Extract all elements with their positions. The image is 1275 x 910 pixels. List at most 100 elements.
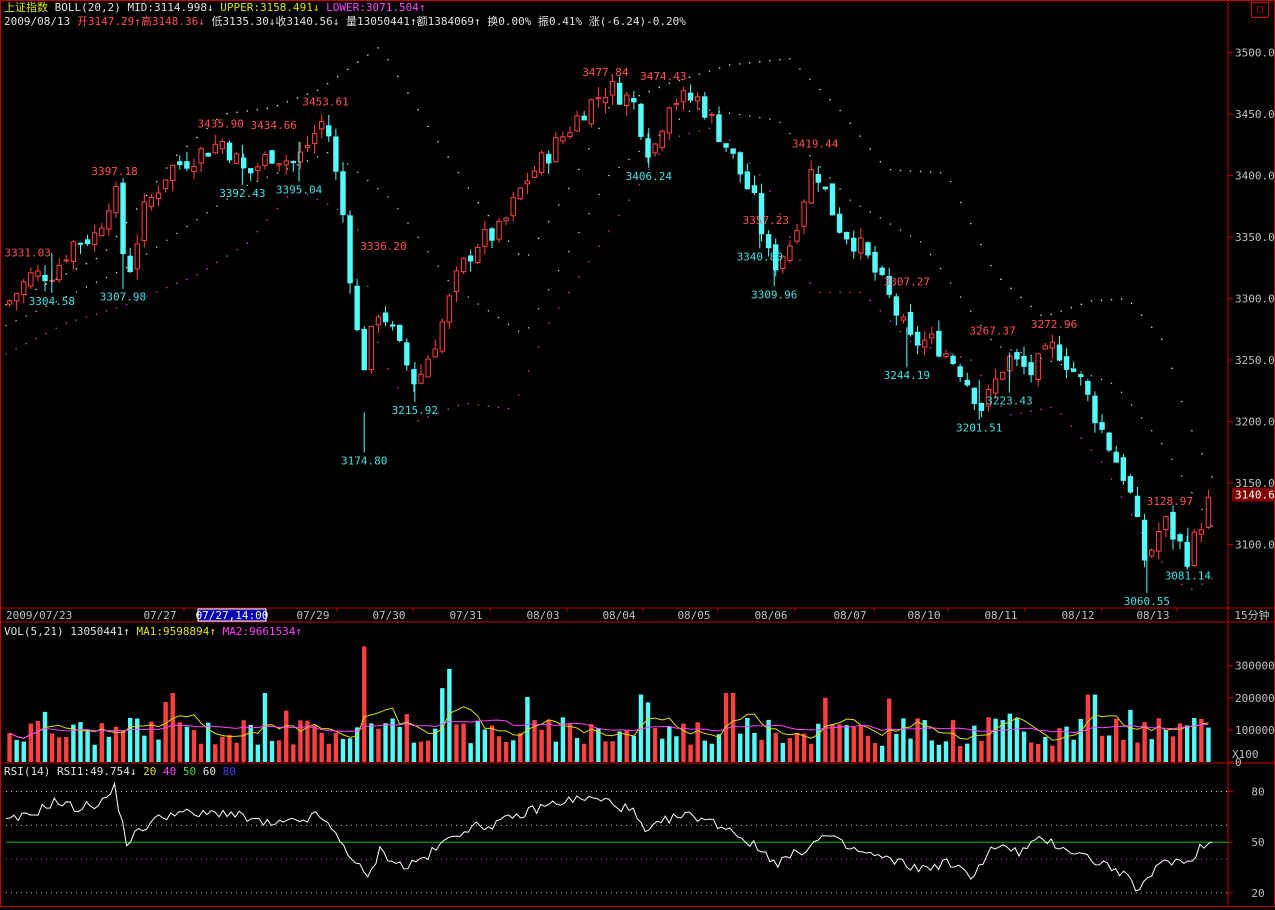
boll-upper-dot <box>85 262 88 265</box>
boll-label: BOLL(20,2) <box>54 1 121 14</box>
volume-bar-up <box>1199 718 1204 762</box>
candle-up <box>992 378 999 394</box>
boll-upper-dot <box>728 64 731 66</box>
boll-mid-dot <box>65 296 68 298</box>
volume-bar-down <box>993 718 998 762</box>
boll-upper-dot <box>336 75 339 78</box>
boll-lower-dot <box>819 291 821 294</box>
boll-mid-dot <box>608 174 610 177</box>
boll-lower-dot <box>527 370 530 372</box>
volume-bar-up <box>1028 742 1034 762</box>
annotation-low-label: 3309.96 <box>751 288 797 301</box>
annotation-high-label: 3435.90 <box>197 117 243 130</box>
volume-bar-down <box>14 739 19 762</box>
boll-mid: MID:3114.998↓ <box>127 1 214 14</box>
restore-window-button[interactable]: □ <box>1251 2 1269 18</box>
candle-down <box>1070 368 1077 372</box>
price-tick-label: 3250.00 <box>1235 354 1275 367</box>
boll-mid-dot <box>387 196 389 198</box>
boll-mid-dot <box>397 208 399 210</box>
annotation-low-label: 3244.19 <box>884 369 930 382</box>
time-axis-cursor-box[interactable] <box>197 608 267 622</box>
volume-bar-down <box>1128 709 1133 762</box>
boll-lower-dot <box>1030 410 1032 412</box>
boll-mid-dot <box>809 155 811 157</box>
boll-upper-dot <box>688 76 691 78</box>
boll-upper-dot <box>1090 300 1093 302</box>
candle-down <box>631 98 637 103</box>
boll-upper-dot <box>879 160 882 163</box>
boll-upper-dot <box>377 47 379 49</box>
candle-down <box>843 232 850 240</box>
boll-upper-dot <box>959 201 962 204</box>
candle-up <box>141 201 148 241</box>
boll-lower-dot <box>326 203 329 206</box>
volume-bar-up <box>915 718 920 762</box>
volume-bar-up <box>241 720 246 762</box>
volume-bar-up <box>503 741 509 762</box>
volume-bar-up <box>823 697 828 762</box>
boll-upper-dot <box>1020 296 1022 299</box>
boll-lower-dot <box>286 196 289 198</box>
candle-up <box>418 373 424 384</box>
boll-upper-dot <box>5 303 7 306</box>
volume-bar-down <box>42 711 48 762</box>
volume-bar-down <box>879 745 885 762</box>
candle-up <box>680 90 687 103</box>
volume-bar-up <box>376 728 381 762</box>
candle-up <box>808 169 814 204</box>
candle-up <box>106 210 112 230</box>
volume-bar-down <box>1192 718 1197 762</box>
boll-lower-dot <box>427 416 429 418</box>
period-label: 15分钟 <box>1234 608 1269 622</box>
volume-bar-up <box>1156 718 1161 762</box>
boll-mid-dot <box>226 198 228 200</box>
candle-up <box>446 295 453 323</box>
volume-bar-down <box>482 729 488 762</box>
candle-up <box>1156 531 1162 552</box>
volume-bar-down <box>617 731 622 762</box>
volume-bar-up <box>319 732 324 762</box>
volume-bar-up <box>220 736 225 762</box>
boll-upper-dot <box>608 107 610 109</box>
boll-lower-dot <box>648 168 650 171</box>
annotation-high-label: 3331.03 <box>5 246 51 259</box>
time-tick-label: 08/06 <box>754 609 787 622</box>
boll-mid-dot <box>367 179 369 182</box>
candle-up <box>560 136 566 142</box>
boll-mid-dot <box>1120 391 1123 394</box>
candle-down <box>248 168 254 174</box>
candle-up <box>780 255 786 270</box>
candle-down <box>1141 519 1148 561</box>
boll-mid-dot <box>216 205 218 207</box>
candle-down <box>773 244 779 271</box>
boll-mid-dot <box>537 308 540 310</box>
candle-up <box>1049 341 1056 349</box>
candle-up <box>255 166 261 171</box>
annotation-low-label: 3392.43 <box>219 187 265 200</box>
candle-up <box>276 163 282 166</box>
boll-upper-dot <box>708 70 711 72</box>
volume-bar-up <box>787 738 793 762</box>
candle-up <box>787 245 793 261</box>
volume-bar-up <box>404 714 410 762</box>
boll-mid-dot <box>618 166 620 169</box>
volume-bar-down <box>1184 725 1190 762</box>
candle-down <box>702 96 708 118</box>
candle-down <box>1177 534 1183 542</box>
candle-down <box>1063 356 1070 370</box>
boll-lower-dot <box>1171 572 1173 575</box>
boll-upper-dot <box>1211 476 1213 478</box>
volume-bar-down <box>383 723 388 762</box>
volume-bar-down <box>205 722 211 762</box>
last-price-label: 3140.6 <box>1235 489 1275 502</box>
annotation-low-label: 3340.80 <box>737 250 783 263</box>
boll-upper-dot <box>316 89 319 92</box>
quote-amplitude: 振0.41% <box>538 15 583 28</box>
candle-up <box>432 348 438 358</box>
boll-upper-dot <box>547 220 550 223</box>
boll-mid-dot <box>1171 458 1173 461</box>
boll-upper-dot <box>718 67 721 69</box>
time-tick-label: 08/11 <box>984 609 1017 622</box>
volume-bar-up <box>986 717 991 762</box>
